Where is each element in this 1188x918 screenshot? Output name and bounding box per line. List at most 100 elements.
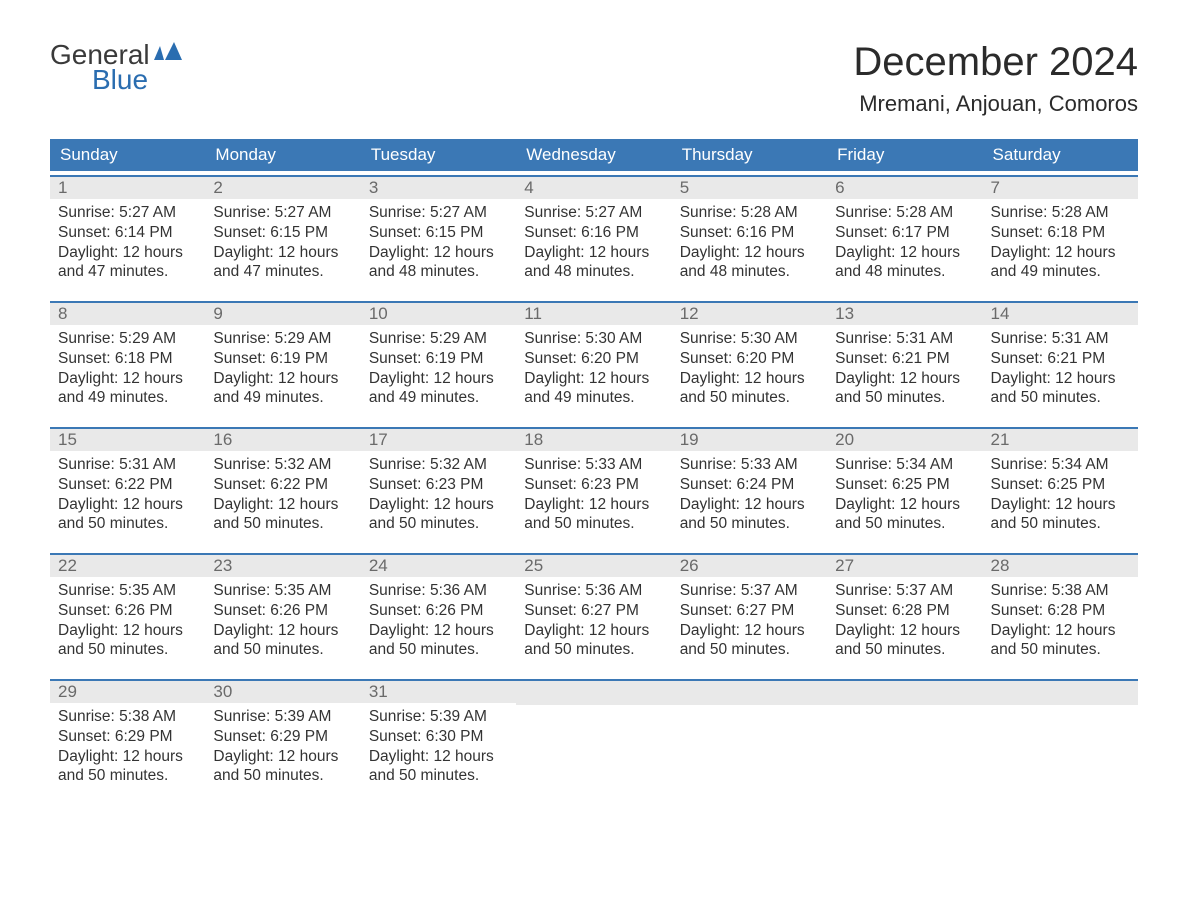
daylight-text: Daylight: 12 hours xyxy=(213,747,352,767)
daylight-text: Daylight: 12 hours xyxy=(58,495,197,515)
sunrise-text: Sunrise: 5:33 AM xyxy=(524,455,663,475)
day-body: Sunrise: 5:35 AMSunset: 6:26 PMDaylight:… xyxy=(205,577,360,668)
sunset-text: Sunset: 6:19 PM xyxy=(369,349,508,369)
day-cell: 8Sunrise: 5:29 AMSunset: 6:18 PMDaylight… xyxy=(50,301,205,423)
day-cell: 26Sunrise: 5:37 AMSunset: 6:27 PMDayligh… xyxy=(672,553,827,675)
sunset-text: Sunset: 6:20 PM xyxy=(680,349,819,369)
sunrise-text: Sunrise: 5:29 AM xyxy=(213,329,352,349)
daylight-text: Daylight: 12 hours xyxy=(58,621,197,641)
day-number: 28 xyxy=(983,555,1138,577)
daylight-text: and 50 minutes. xyxy=(835,514,974,534)
daylight-text: Daylight: 12 hours xyxy=(213,243,352,263)
sunset-text: Sunset: 6:26 PM xyxy=(213,601,352,621)
daylight-text: and 49 minutes. xyxy=(58,388,197,408)
daylight-text: Daylight: 12 hours xyxy=(991,621,1130,641)
daylight-text: Daylight: 12 hours xyxy=(991,243,1130,263)
daylight-text: Daylight: 12 hours xyxy=(369,243,508,263)
day-body: Sunrise: 5:28 AMSunset: 6:17 PMDaylight:… xyxy=(827,199,982,290)
day-body: Sunrise: 5:39 AMSunset: 6:30 PMDaylight:… xyxy=(361,703,516,794)
daylight-text: and 49 minutes. xyxy=(369,388,508,408)
daylight-text: Daylight: 12 hours xyxy=(835,369,974,389)
day-body: Sunrise: 5:27 AMSunset: 6:14 PMDaylight:… xyxy=(50,199,205,290)
day-cell: 17Sunrise: 5:32 AMSunset: 6:23 PMDayligh… xyxy=(361,427,516,549)
location: Mremani, Anjouan, Comoros xyxy=(853,91,1138,117)
sunset-text: Sunset: 6:15 PM xyxy=(369,223,508,243)
day-body: Sunrise: 5:30 AMSunset: 6:20 PMDaylight:… xyxy=(672,325,827,416)
sunrise-text: Sunrise: 5:38 AM xyxy=(991,581,1130,601)
empty-day-cell xyxy=(983,679,1138,801)
daylight-text: and 50 minutes. xyxy=(369,514,508,534)
sunrise-text: Sunrise: 5:28 AM xyxy=(835,203,974,223)
daylight-text: Daylight: 12 hours xyxy=(680,495,819,515)
day-cell: 15Sunrise: 5:31 AMSunset: 6:22 PMDayligh… xyxy=(50,427,205,549)
daylight-text: and 50 minutes. xyxy=(369,640,508,660)
day-cell: 11Sunrise: 5:30 AMSunset: 6:20 PMDayligh… xyxy=(516,301,671,423)
daylight-text: and 50 minutes. xyxy=(835,640,974,660)
daylight-text: and 50 minutes. xyxy=(991,514,1130,534)
day-body: Sunrise: 5:27 AMSunset: 6:15 PMDaylight:… xyxy=(361,199,516,290)
sunset-text: Sunset: 6:20 PM xyxy=(524,349,663,369)
title-block: December 2024 Mremani, Anjouan, Comoros xyxy=(853,40,1138,131)
day-number: 20 xyxy=(827,429,982,451)
day-number-bar xyxy=(516,681,671,705)
logo: General Blue xyxy=(50,40,184,95)
daylight-text: Daylight: 12 hours xyxy=(680,621,819,641)
day-number: 18 xyxy=(516,429,671,451)
day-cell: 13Sunrise: 5:31 AMSunset: 6:21 PMDayligh… xyxy=(827,301,982,423)
day-header: Tuesday xyxy=(361,139,516,171)
sunrise-text: Sunrise: 5:39 AM xyxy=(369,707,508,727)
sunrise-text: Sunrise: 5:30 AM xyxy=(524,329,663,349)
daylight-text: Daylight: 12 hours xyxy=(213,495,352,515)
day-number: 3 xyxy=(361,177,516,199)
sunrise-text: Sunrise: 5:35 AM xyxy=(213,581,352,601)
daylight-text: Daylight: 12 hours xyxy=(58,369,197,389)
sunset-text: Sunset: 6:18 PM xyxy=(58,349,197,369)
day-body: Sunrise: 5:38 AMSunset: 6:29 PMDaylight:… xyxy=(50,703,205,794)
daylight-text: Daylight: 12 hours xyxy=(369,747,508,767)
day-number: 24 xyxy=(361,555,516,577)
day-body: Sunrise: 5:32 AMSunset: 6:23 PMDaylight:… xyxy=(361,451,516,542)
sunrise-text: Sunrise: 5:31 AM xyxy=(835,329,974,349)
day-number: 27 xyxy=(827,555,982,577)
daylight-text: Daylight: 12 hours xyxy=(524,369,663,389)
daylight-text: and 48 minutes. xyxy=(680,262,819,282)
day-cell: 1Sunrise: 5:27 AMSunset: 6:14 PMDaylight… xyxy=(50,175,205,297)
sunrise-text: Sunrise: 5:31 AM xyxy=(58,455,197,475)
sunrise-text: Sunrise: 5:33 AM xyxy=(680,455,819,475)
day-number: 22 xyxy=(50,555,205,577)
sunset-text: Sunset: 6:19 PM xyxy=(213,349,352,369)
daylight-text: Daylight: 12 hours xyxy=(213,621,352,641)
calendar: SundayMondayTuesdayWednesdayThursdayFrid… xyxy=(50,139,1138,801)
sunrise-text: Sunrise: 5:37 AM xyxy=(835,581,974,601)
sunset-text: Sunset: 6:15 PM xyxy=(213,223,352,243)
day-body: Sunrise: 5:33 AMSunset: 6:24 PMDaylight:… xyxy=(672,451,827,542)
day-cell: 12Sunrise: 5:30 AMSunset: 6:20 PMDayligh… xyxy=(672,301,827,423)
day-cell: 9Sunrise: 5:29 AMSunset: 6:19 PMDaylight… xyxy=(205,301,360,423)
day-number: 17 xyxy=(361,429,516,451)
day-cell: 2Sunrise: 5:27 AMSunset: 6:15 PMDaylight… xyxy=(205,175,360,297)
sunset-text: Sunset: 6:28 PM xyxy=(991,601,1130,621)
day-number: 8 xyxy=(50,303,205,325)
day-cell: 10Sunrise: 5:29 AMSunset: 6:19 PMDayligh… xyxy=(361,301,516,423)
week-row: 22Sunrise: 5:35 AMSunset: 6:26 PMDayligh… xyxy=(50,549,1138,675)
day-body: Sunrise: 5:36 AMSunset: 6:27 PMDaylight:… xyxy=(516,577,671,668)
day-number: 13 xyxy=(827,303,982,325)
daylight-text: Daylight: 12 hours xyxy=(58,747,197,767)
day-body: Sunrise: 5:29 AMSunset: 6:19 PMDaylight:… xyxy=(205,325,360,416)
day-cell: 23Sunrise: 5:35 AMSunset: 6:26 PMDayligh… xyxy=(205,553,360,675)
day-body: Sunrise: 5:27 AMSunset: 6:16 PMDaylight:… xyxy=(516,199,671,290)
daylight-text: Daylight: 12 hours xyxy=(524,243,663,263)
daylight-text: and 47 minutes. xyxy=(58,262,197,282)
sunset-text: Sunset: 6:23 PM xyxy=(369,475,508,495)
day-header: Friday xyxy=(827,139,982,171)
sunrise-text: Sunrise: 5:36 AM xyxy=(524,581,663,601)
sunrise-text: Sunrise: 5:34 AM xyxy=(991,455,1130,475)
day-body: Sunrise: 5:27 AMSunset: 6:15 PMDaylight:… xyxy=(205,199,360,290)
daylight-text: Daylight: 12 hours xyxy=(369,621,508,641)
day-cell: 4Sunrise: 5:27 AMSunset: 6:16 PMDaylight… xyxy=(516,175,671,297)
day-number-bar xyxy=(827,681,982,705)
day-number: 30 xyxy=(205,681,360,703)
sunset-text: Sunset: 6:29 PM xyxy=(213,727,352,747)
sunset-text: Sunset: 6:29 PM xyxy=(58,727,197,747)
sunset-text: Sunset: 6:30 PM xyxy=(369,727,508,747)
